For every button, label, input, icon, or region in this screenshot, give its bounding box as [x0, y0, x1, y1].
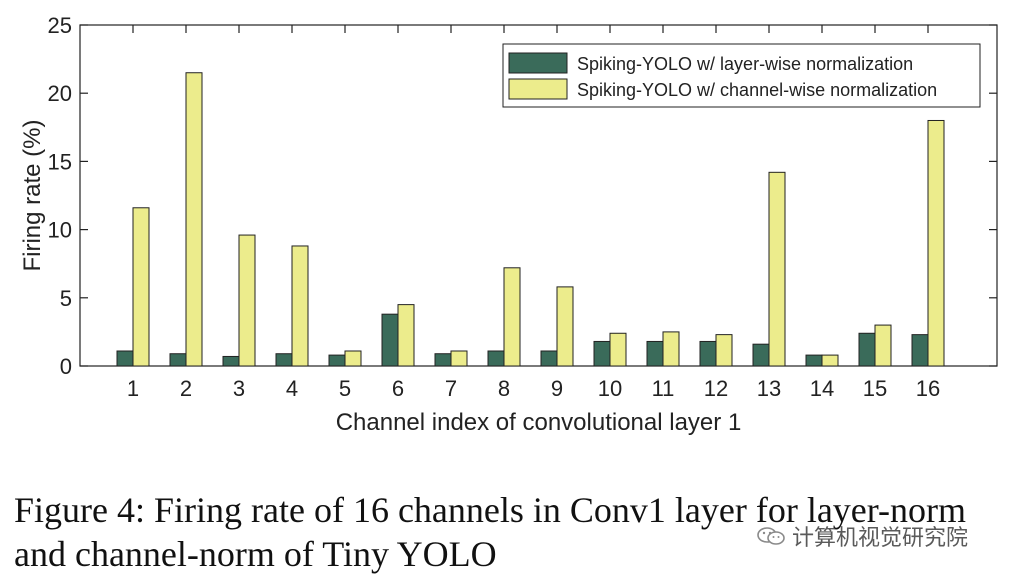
figure-caption: Figure 4: Firing rate of 16 channels in … — [14, 490, 967, 574]
legend-swatch-1 — [508, 52, 568, 74]
bar-series2-ch2 — [185, 72, 203, 367]
y-tick-label: 15 — [48, 149, 72, 174]
bar-series1-ch3 — [222, 355, 240, 367]
x-tick-label: 7 — [445, 376, 457, 401]
bar-series1-ch4 — [275, 353, 293, 367]
bar-series2-ch11 — [662, 331, 680, 367]
bar-series2-ch9 — [556, 286, 574, 367]
bar-series2-ch14 — [821, 354, 839, 367]
bar-series2-ch12 — [715, 334, 733, 367]
wechat-logo-icon — [757, 527, 785, 545]
x-tick-label: 3 — [233, 376, 245, 401]
bar-series2-ch6 — [397, 304, 415, 367]
bar-series1-ch1 — [116, 350, 134, 367]
y-tick-label: 10 — [48, 218, 72, 243]
y-tick-label: 25 — [48, 13, 72, 38]
legend-box — [502, 43, 981, 108]
y-tick-label: 0 — [60, 354, 72, 379]
x-tick-label: 15 — [863, 376, 887, 401]
x-tick-label: 1 — [127, 376, 139, 401]
bar-series1-ch15 — [858, 332, 876, 367]
bar-series1-ch13 — [752, 343, 770, 367]
x-tick-label: 4 — [286, 376, 298, 401]
legend-label-1: Spiking-YOLO w/ layer-wise normalization — [577, 54, 913, 74]
bar-series2-ch15 — [874, 324, 892, 367]
x-tick-label: 12 — [704, 376, 728, 401]
bar-series2-ch4 — [291, 245, 309, 367]
watermark-text: 计算机视觉研究院 — [792, 526, 969, 551]
x-axis-label: Channel index of convolutional layer 1 — [336, 409, 742, 436]
bar-series2-ch1 — [132, 207, 150, 367]
bar-series1-ch8 — [487, 350, 505, 367]
x-tick-label: 8 — [498, 376, 510, 401]
bar-series1-ch14 — [805, 354, 823, 367]
bar-series2-ch3 — [238, 234, 256, 367]
bar-series1-ch10 — [593, 340, 611, 367]
bar-series2-ch16 — [927, 119, 945, 367]
legend-swatch-2 — [508, 78, 568, 100]
bar-series1-ch16 — [911, 334, 929, 367]
bar-series2-ch7 — [450, 350, 468, 367]
bar-series2-ch10 — [609, 332, 627, 367]
bar-series1-ch9 — [540, 350, 558, 367]
y-axis-label: Firing rate (%) — [19, 119, 46, 271]
x-tick-label: 5 — [339, 376, 351, 401]
x-tick-label: 6 — [392, 376, 404, 401]
bar-series2-ch5 — [344, 350, 362, 367]
x-tick-label: 11 — [652, 376, 675, 401]
x-tick-label: 16 — [916, 376, 940, 401]
plot-frame — [79, 24, 998, 367]
bar-series1-ch12 — [699, 340, 717, 367]
bar-series1-ch7 — [434, 353, 452, 367]
x-tick-label: 14 — [810, 376, 834, 401]
watermark: 计算机视觉研究院 — [756, 520, 968, 552]
bar-series1-ch5 — [328, 354, 346, 367]
bar-series1-ch6 — [381, 313, 399, 367]
legend-label-2: Spiking-YOLO w/ channel-wise normalizati… — [577, 80, 937, 100]
y-tick-label: 5 — [60, 286, 72, 311]
bar-series1-ch2 — [169, 353, 187, 367]
bar-series2-ch8 — [503, 267, 521, 367]
x-tick-label: 2 — [180, 376, 192, 401]
x-tick-label: 13 — [757, 376, 781, 401]
bar-series2-ch13 — [768, 171, 786, 367]
x-tick-label: 9 — [551, 376, 563, 401]
y-tick-label: 20 — [48, 81, 72, 106]
bar-series1-ch11 — [646, 340, 664, 367]
x-tick-label: 10 — [598, 376, 622, 401]
